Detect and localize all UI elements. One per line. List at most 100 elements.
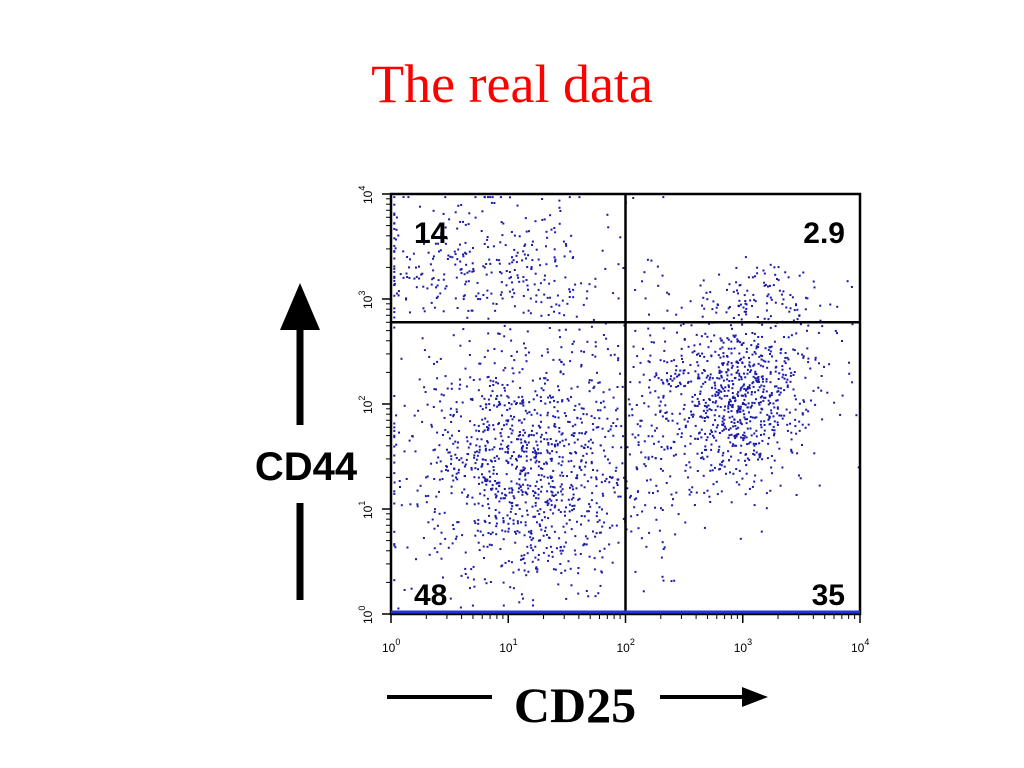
scatter-point (579, 553, 582, 555)
scatter-point (442, 212, 445, 215)
scatter-point (455, 476, 457, 479)
scatter-point (393, 237, 396, 240)
scatter-point (761, 335, 763, 338)
scatter-point (660, 556, 663, 559)
scatter-point (805, 296, 807, 299)
scatter-point (427, 521, 430, 524)
scatter-point (505, 459, 508, 462)
scatter-point (393, 543, 396, 546)
scatter-point (711, 401, 714, 404)
scatter-point (669, 378, 672, 381)
scatter-point (524, 474, 527, 477)
scatter-point (666, 309, 669, 312)
scatter-point (466, 316, 469, 319)
scatter-point (744, 418, 747, 421)
scatter-point (673, 441, 676, 444)
scatter-point (590, 379, 593, 382)
scatter-point (533, 283, 536, 286)
scatter-point (572, 493, 575, 496)
scatter-point (732, 443, 735, 446)
scatter-point (502, 581, 505, 584)
scatter-point (745, 310, 747, 313)
scatter-point (708, 322, 711, 325)
scatter-point (744, 493, 747, 496)
scatter-point (748, 364, 751, 367)
scatter-point (714, 409, 717, 412)
scatter-point (555, 265, 558, 268)
scatter-point (722, 451, 725, 454)
scatter-point (706, 298, 709, 301)
scatter-point (512, 519, 515, 522)
scatter-point (508, 277, 511, 280)
scatter-point (497, 382, 500, 385)
scatter-point (798, 474, 800, 477)
scatter-point (427, 251, 430, 254)
scatter-point (540, 387, 543, 390)
scatter-point (616, 418, 619, 421)
scatter-point (595, 400, 598, 403)
scatter-point (559, 210, 562, 212)
scatter-point (682, 408, 685, 411)
scatter-point (507, 560, 510, 563)
scatter-point (562, 363, 565, 366)
scatter-point (543, 511, 546, 514)
scatter-point (703, 369, 706, 372)
scatter-point (546, 451, 549, 454)
scatter-point (534, 390, 537, 393)
scatter-point (558, 222, 561, 225)
scatter-point (699, 390, 702, 393)
scatter-point (511, 463, 514, 466)
scatter-point (474, 534, 477, 537)
scatter-point (743, 310, 746, 313)
scatter-point (554, 416, 557, 419)
scatter-point (714, 384, 717, 387)
scatter-point (506, 514, 509, 517)
scatter-point (485, 406, 488, 409)
scatter-point (757, 389, 760, 392)
scatter-point (506, 395, 509, 398)
scatter-point (767, 418, 770, 421)
scatter-point (696, 361, 699, 364)
scatter-point (758, 442, 761, 445)
scatter-point (393, 244, 396, 247)
scatter-point (745, 464, 748, 467)
scatter-point (655, 518, 658, 521)
scatter-point (554, 425, 557, 428)
scatter-point (397, 290, 400, 293)
scatter-point (584, 443, 587, 446)
scatter-point (658, 529, 661, 532)
scatter-point (753, 453, 756, 456)
scatter-point (434, 448, 436, 451)
scatter-point (453, 250, 456, 253)
scatter-point (393, 284, 396, 287)
scatter-point (669, 385, 672, 388)
scatter-point (769, 315, 772, 318)
scatter-point (700, 436, 703, 439)
scatter-point (689, 466, 692, 469)
scatter-point (540, 433, 543, 436)
scatter-point (754, 300, 757, 303)
scatter-point (486, 497, 489, 500)
scatter-point (411, 435, 414, 438)
scatter-point (703, 491, 706, 494)
scatter-point (580, 515, 583, 517)
scatter-point (393, 203, 396, 206)
scatter-point (617, 357, 620, 360)
scatter-point (561, 439, 564, 442)
scatter-point (608, 526, 611, 529)
scatter-point (666, 372, 668, 375)
scatter-point (738, 372, 741, 375)
scatter-point (506, 420, 509, 423)
scatter-point (698, 377, 701, 380)
scatter-point (671, 412, 674, 415)
scatter-point (707, 346, 710, 349)
scatter-point (466, 576, 469, 579)
scatter-point (699, 415, 702, 418)
scatter-point (742, 342, 745, 344)
scatter-point (497, 332, 500, 335)
scatter-point (501, 297, 504, 300)
scatter-point (736, 433, 739, 436)
scatter-point (481, 504, 484, 507)
scatter-point (507, 530, 510, 533)
scatter-point (659, 410, 662, 413)
